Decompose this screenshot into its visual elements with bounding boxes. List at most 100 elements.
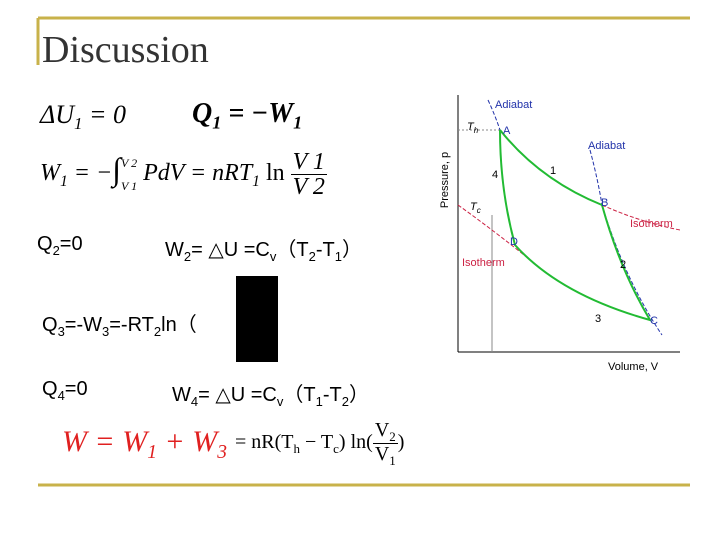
text: 3 bbox=[57, 324, 65, 339]
equation: Q1 = −W1 bbox=[192, 98, 302, 134]
adiabat-top-curve bbox=[487, 99, 501, 131]
x-axis-label: Volume, V bbox=[608, 361, 659, 373]
adiabat-right-curve bbox=[589, 149, 663, 336]
label: B bbox=[601, 197, 608, 209]
text: 2 bbox=[183, 249, 192, 264]
y-axis-label: Pressure, p bbox=[439, 152, 451, 208]
text: （T bbox=[276, 239, 309, 261]
text: V 1 bbox=[290, 149, 327, 175]
text: c bbox=[333, 441, 339, 457]
text: W bbox=[165, 239, 184, 261]
total-work: W = W1 + W3 bbox=[62, 425, 227, 464]
text: W bbox=[172, 384, 191, 406]
text: 1 bbox=[293, 112, 303, 133]
text: ln（ bbox=[161, 314, 197, 336]
text: c bbox=[477, 206, 481, 215]
text: Q bbox=[192, 98, 213, 129]
text: Q bbox=[37, 233, 53, 255]
text: 4 bbox=[57, 388, 65, 403]
title: Discussion bbox=[42, 29, 209, 71]
text: 1 bbox=[212, 112, 222, 133]
text: ΔU bbox=[40, 100, 75, 129]
text: =-W bbox=[64, 314, 103, 336]
text: =0 bbox=[59, 233, 83, 255]
label: D bbox=[510, 236, 518, 248]
text: 4 bbox=[190, 394, 199, 409]
text: 2 bbox=[308, 249, 316, 264]
text: v bbox=[276, 394, 284, 409]
label: Th bbox=[467, 121, 479, 135]
text: 2 bbox=[389, 429, 396, 444]
text: 1 bbox=[74, 114, 83, 134]
text: （T bbox=[283, 384, 316, 406]
text: -T bbox=[322, 384, 342, 406]
text: v bbox=[269, 249, 277, 264]
equation: ΔU1 = 0 bbox=[40, 100, 126, 134]
text: 2 bbox=[341, 394, 349, 409]
text: ) bbox=[397, 431, 405, 454]
label: 1 bbox=[550, 165, 556, 177]
text: Q bbox=[42, 314, 58, 336]
text: ln bbox=[265, 160, 285, 187]
text: W bbox=[40, 160, 60, 187]
label: 3 bbox=[595, 313, 601, 325]
text: V bbox=[374, 419, 390, 441]
text: =-RT bbox=[109, 314, 154, 336]
text: + W bbox=[156, 425, 218, 458]
equation: Q4=0 bbox=[42, 378, 88, 403]
text: 1 bbox=[147, 442, 157, 463]
text: 1 bbox=[315, 394, 323, 409]
label: Isotherm bbox=[462, 257, 505, 269]
text: ∫ bbox=[112, 151, 121, 188]
label: 2 bbox=[620, 259, 626, 271]
redacted-box bbox=[236, 276, 278, 362]
label: 4 bbox=[492, 169, 498, 181]
text: 1 bbox=[389, 453, 396, 468]
text: 3 bbox=[102, 324, 110, 339]
isotherm-right-curve bbox=[601, 204, 681, 231]
text: 3 bbox=[217, 442, 227, 463]
text: = − bbox=[73, 160, 113, 187]
cycle-path bbox=[499, 129, 653, 322]
pv-diagram: Adiabat Th A Adiabat 1 4 Tc B Isotherm D… bbox=[439, 95, 681, 373]
text: V 2 bbox=[120, 155, 138, 170]
equation: Q2=0 bbox=[37, 233, 83, 258]
text: − T bbox=[300, 431, 334, 454]
text: = △U =C bbox=[191, 239, 270, 261]
label: A bbox=[503, 125, 511, 137]
text: = nR(T bbox=[235, 431, 294, 454]
text: W = W bbox=[62, 425, 148, 458]
label: C bbox=[650, 315, 658, 327]
text: 1 bbox=[60, 172, 68, 190]
text: PdV = nRT bbox=[143, 160, 253, 187]
text: 1 bbox=[334, 249, 342, 264]
text: =0 bbox=[64, 378, 88, 400]
label: Adiabat bbox=[588, 140, 625, 152]
text: Q bbox=[42, 378, 58, 400]
text: ) ln( bbox=[338, 431, 373, 454]
text: h bbox=[293, 441, 301, 457]
text: 1 bbox=[252, 172, 260, 190]
equation: Q3=-W3=-RT2ln（ bbox=[42, 308, 197, 339]
text: T bbox=[470, 201, 478, 213]
text: 2 bbox=[153, 324, 162, 339]
total-work: = nR(Th − Tc) ln(V2 V1) bbox=[235, 420, 404, 467]
label: Isotherm bbox=[630, 218, 673, 230]
text: ） bbox=[348, 384, 369, 406]
text: V bbox=[374, 443, 390, 465]
text: 2 bbox=[52, 243, 60, 258]
label: Adiabat bbox=[495, 99, 532, 111]
text: = −W bbox=[228, 98, 294, 129]
text: = 0 bbox=[89, 100, 127, 129]
text: T bbox=[467, 121, 475, 133]
text: -T bbox=[315, 239, 335, 261]
text: h bbox=[474, 126, 479, 135]
label: Tc bbox=[470, 201, 481, 215]
equation: W4= △U =Cv（T1-T2） bbox=[172, 378, 369, 409]
text: = △U =C bbox=[198, 384, 277, 406]
text: ） bbox=[341, 239, 362, 261]
text: V 1 bbox=[120, 178, 138, 193]
